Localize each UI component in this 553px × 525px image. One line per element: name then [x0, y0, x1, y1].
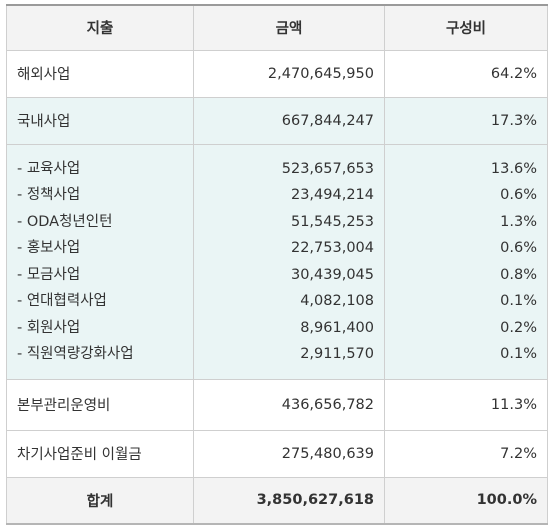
sub-item-label: - 모금사업 — [17, 266, 81, 283]
domestic-ratio: 17.3% — [384, 96, 548, 145]
expenditure-table-wrapper: 지출 금액 구성비 해외사업 2,470,645,950 64.2% 국내사업 … — [6, 4, 548, 525]
sub-item-amount: 4,082,108 — [300, 293, 374, 309]
sub-item-label: - ODA청년인턴 — [17, 213, 113, 230]
table-row-overseas: 해외사업 2,470,645,950 64.2% — [6, 49, 548, 98]
total-label: 합계 — [6, 476, 194, 525]
sub-item-amount: 23,494,214 — [290, 187, 374, 203]
sub-item-ratio: 0.2% — [500, 319, 537, 336]
sub-item-amount: 2,911,570 — [300, 346, 374, 362]
sub-item-amount: 523,657,653 — [281, 160, 374, 177]
sub-item-ratio: 0.1% — [500, 346, 537, 362]
sub-item-ratio: 13.6% — [490, 160, 537, 177]
hq-label: 본부관리운영비 — [6, 378, 194, 431]
hq-ratio: 11.3% — [384, 378, 548, 431]
carryover-amount: 275,480,639 — [193, 429, 385, 478]
header-amount: 금액 — [193, 4, 385, 51]
sub-item-label: - 직원역량강화사업 — [17, 346, 134, 362]
overseas-label: 해외사업 — [6, 49, 194, 98]
domestic-breakdown-amounts: 523,657,653 23,494,214 51,545,253 22,753… — [193, 143, 385, 380]
table-row-hq-operations: 본부관리운영비 436,656,782 11.3% — [6, 378, 548, 431]
sub-item-ratio: 0.6% — [500, 240, 537, 256]
sub-item-amount: 22,753,004 — [290, 240, 374, 256]
overseas-amount: 2,470,645,950 — [193, 49, 385, 98]
header-ratio: 구성비 — [384, 4, 548, 51]
sub-item-amount: 30,439,045 — [290, 266, 374, 283]
table-header-row: 지출 금액 구성비 — [6, 4, 548, 51]
domestic-breakdown-labels: - 교육사업 - 정책사업 - ODA청년인턴 - 홍보사업 - 모금사업 - … — [6, 143, 194, 380]
hq-amount: 436,656,782 — [193, 378, 385, 431]
total-ratio: 100.0% — [384, 476, 548, 525]
overseas-ratio: 64.2% — [384, 49, 548, 98]
table-row-domestic-breakdown: - 교육사업 - 정책사업 - ODA청년인턴 - 홍보사업 - 모금사업 - … — [6, 143, 548, 380]
sub-item-label: - 정책사업 — [17, 187, 81, 203]
sub-item-amount: 8,961,400 — [300, 319, 374, 336]
carryover-label: 차기사업준비 이월금 — [6, 429, 194, 478]
carryover-ratio: 7.2% — [384, 429, 548, 478]
sub-item-ratio: 0.6% — [500, 187, 537, 203]
table-row-carryover: 차기사업준비 이월금 275,480,639 7.2% — [6, 429, 548, 478]
sub-item-label: - 홍보사업 — [17, 240, 81, 256]
sub-item-ratio: 1.3% — [500, 213, 537, 230]
domestic-label: 국내사업 — [6, 96, 194, 145]
sub-item-ratio: 0.1% — [500, 293, 537, 309]
expenditure-table: 지출 금액 구성비 해외사업 2,470,645,950 64.2% 국내사업 … — [6, 4, 548, 525]
domestic-amount: 667,844,247 — [193, 96, 385, 145]
sub-item-label: - 교육사업 — [17, 160, 81, 177]
domestic-breakdown-ratios: 13.6% 0.6% 1.3% 0.6% 0.8% 0.1% 0.2% 0.1% — [384, 143, 548, 380]
total-amount: 3,850,627,618 — [193, 476, 385, 525]
sub-item-ratio: 0.8% — [500, 266, 537, 283]
table-row-total: 합계 3,850,627,618 100.0% — [6, 476, 548, 525]
header-item: 지출 — [6, 4, 194, 51]
table-row-domestic: 국내사업 667,844,247 17.3% — [6, 96, 548, 145]
sub-item-amount: 51,545,253 — [290, 213, 374, 230]
sub-item-label: - 연대협력사업 — [17, 293, 107, 309]
sub-item-label: - 회원사업 — [17, 319, 81, 336]
